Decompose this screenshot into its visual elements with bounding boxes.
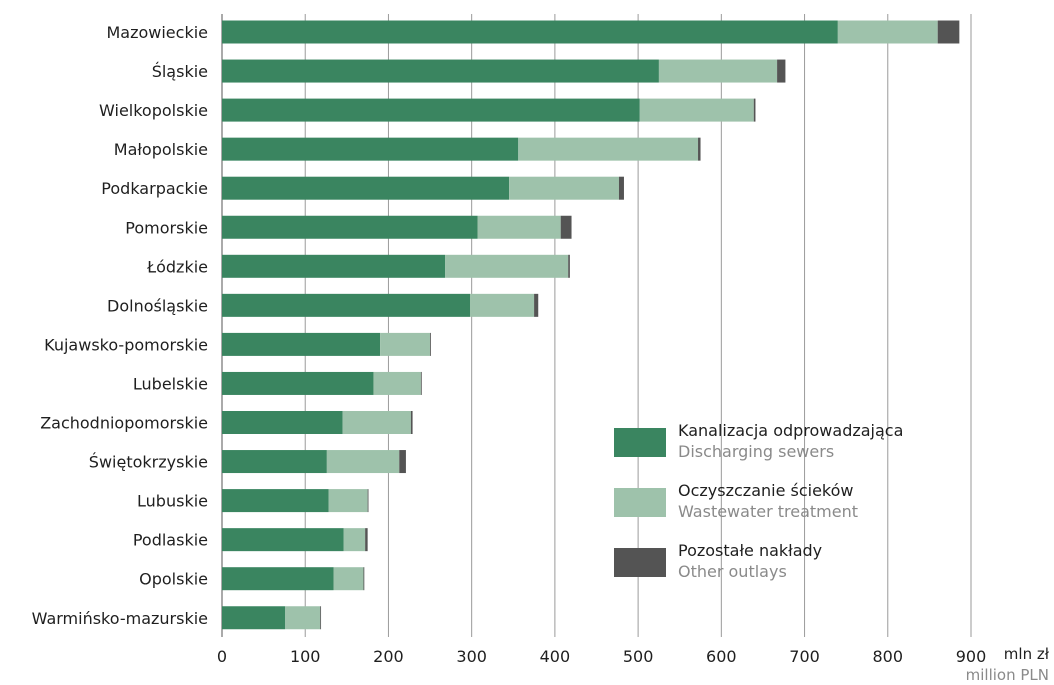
bar-segment-series-1 (518, 137, 699, 161)
category-label: Łódzkie (146, 257, 208, 276)
bar-segment-series-1 (285, 606, 321, 630)
category-label: Kujawsko-pomorskie (44, 335, 208, 354)
bar-segment-series-2 (430, 332, 431, 356)
legend-label: Oczyszczanie ścieków (678, 481, 854, 500)
bar-segment-series-0 (222, 98, 640, 122)
bar-segment-series-0 (222, 20, 838, 44)
bar-segment-series-0 (222, 528, 344, 552)
x-tick-label: 600 (706, 647, 737, 666)
bar-segment-series-2 (698, 137, 701, 161)
bar-segment-series-0 (222, 59, 659, 83)
category-label: Lubuskie (137, 492, 208, 511)
category-label: Zachodniopomorskie (40, 414, 208, 433)
category-labels: Mazowieckie Śląskie Wielkopolskie Małopolsk… (32, 23, 208, 628)
bar-segment-series-2 (410, 411, 413, 434)
bar-segment-series-1 (328, 489, 368, 513)
bar-segment-series-1 (373, 371, 421, 395)
bar-segment-series-1 (326, 450, 400, 474)
legend-label-en: Other outlays (678, 562, 787, 581)
bar-segment-series-2 (420, 371, 422, 395)
bar-segment-series-0 (222, 176, 510, 200)
bar-segment-series-2 (753, 98, 756, 122)
x-tick-label: 800 (873, 647, 904, 666)
x-tick-label: 500 (623, 647, 654, 666)
bar-segment-series-0 (222, 371, 374, 395)
bar-segment-series-0 (222, 215, 478, 239)
bar-segment-series-1 (343, 528, 366, 552)
bar-segment-series-1 (445, 254, 569, 278)
x-tick-label: 900 (956, 647, 987, 666)
x-tick-label: 0 (217, 647, 227, 666)
bar-segment-series-0 (222, 567, 334, 591)
category-label: Opolskie (139, 570, 208, 589)
category-label: Lubelskie (133, 374, 208, 393)
bar-segment-series-2 (568, 254, 570, 278)
category-label: Małopolskie (114, 140, 208, 159)
category-label: Warmińsko-mazurskie (32, 609, 208, 628)
bar-segment-series-1 (509, 176, 619, 200)
x-axis-unit: mln zł (1004, 645, 1050, 663)
bar-segment-series-0 (222, 606, 286, 630)
bar-segment-series-2 (777, 59, 786, 83)
bar-segment-series-0 (222, 137, 519, 161)
bar-segment-series-2 (399, 450, 406, 474)
bar-segment-series-2 (560, 215, 572, 239)
legend: Kanalizacja odprowadzająca Discharging se… (614, 421, 903, 581)
bar-segment-series-2 (320, 606, 322, 630)
legend-label-en: Discharging sewers (678, 442, 834, 461)
bar-segment-series-1 (333, 567, 364, 591)
category-label: Podkarpackie (101, 179, 208, 198)
bar-segment-series-2 (367, 489, 369, 513)
legend-swatch (614, 548, 666, 577)
category-label: Śląskie (152, 62, 208, 81)
bar-segment-series-0 (222, 332, 381, 356)
bar-segment-series-2 (365, 528, 368, 552)
bar-segment-series-0 (222, 450, 327, 474)
category-label: Mazowieckie (106, 23, 208, 42)
legend-swatch (614, 428, 666, 457)
bar-segment-series-1 (342, 411, 411, 434)
bar-segment-series-1 (380, 332, 431, 356)
bar-segment-series-1 (639, 98, 754, 122)
legend-label: Kanalizacja odprowadzająca (678, 421, 903, 440)
bar-segment-series-1 (837, 20, 938, 44)
x-tick-label: 700 (789, 647, 820, 666)
bar-segment-series-1 (658, 59, 778, 83)
category-label: Świętokrzyskie (89, 453, 208, 472)
bar-segment-series-2 (363, 567, 365, 591)
category-label: Podlaskie (133, 531, 208, 550)
category-label: Dolnośląskie (107, 296, 208, 315)
x-axis-unit-en: million PLN (966, 666, 1049, 684)
category-label: Pomorskie (125, 218, 208, 237)
x-tick-label: 100 (290, 647, 321, 666)
bar-segment-series-2 (618, 176, 624, 200)
bars (222, 20, 960, 630)
bar-segment-series-0 (222, 254, 446, 278)
x-tick-label: 300 (456, 647, 487, 666)
legend-label: Pozostałe nakłady (678, 541, 822, 560)
bar-segment-series-2 (534, 293, 539, 317)
x-tick-label: 400 (540, 647, 571, 666)
legend-swatch (614, 488, 666, 517)
x-axis: 0 100 200 300 400 500 600 700 800 900 (217, 647, 986, 666)
bar-segment-series-2 (937, 20, 960, 44)
bar-segment-series-1 (477, 215, 561, 239)
x-tick-label: 200 (373, 647, 404, 666)
category-label: Wielkopolskie (99, 101, 208, 120)
bar-segment-series-0 (222, 489, 329, 513)
bar-segment-series-0 (222, 411, 343, 434)
bar-segment-series-0 (222, 293, 471, 317)
legend-label-en: Wastewater treatment (678, 502, 858, 521)
bar-segment-series-1 (470, 293, 535, 317)
